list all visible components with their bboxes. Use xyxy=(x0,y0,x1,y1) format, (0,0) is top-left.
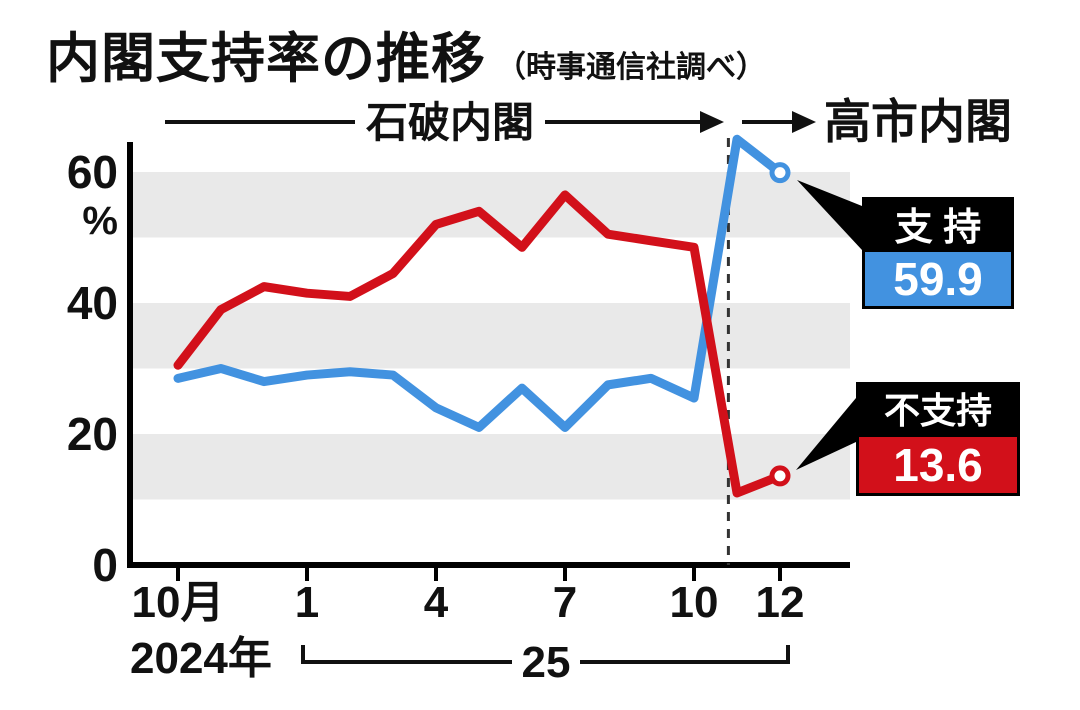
approval-pointer xyxy=(797,180,862,250)
grid-band xyxy=(130,303,850,369)
era-right-label: 高市内閣 xyxy=(824,95,1012,148)
year-25-label: 25 xyxy=(522,638,571,687)
year-2024-label: 2024年 xyxy=(130,634,272,683)
approval-legend-label: 支 持 xyxy=(894,206,982,249)
x-tick-label: 7 xyxy=(553,578,577,627)
disapproval-value: 13.6 xyxy=(893,439,983,491)
era-left-label: 石破内閣 xyxy=(366,99,534,146)
chart-title: 内閣支持率の推移 xyxy=(46,29,486,89)
era-annotation: 石破内閣 高市内閣 xyxy=(165,95,1012,148)
x-tick-label: 4 xyxy=(424,578,449,627)
title-row: 内閣支持率の推移 （時事通信社調べ） xyxy=(46,14,766,93)
x-tick-label: 10 xyxy=(670,578,719,627)
grid-band xyxy=(130,172,850,238)
x-tick-label: 12 xyxy=(756,578,805,627)
disapproval-value-box: 13.6 xyxy=(856,434,1020,496)
approval-value-box: 59.9 xyxy=(862,249,1014,309)
series-line-支持 xyxy=(173,134,785,432)
disapproval-legend-box: 不支持 xyxy=(856,382,1020,434)
approval-value: 59.9 xyxy=(893,253,983,305)
series-line-不支持 xyxy=(173,190,785,498)
era-left-arrowhead-icon xyxy=(700,111,724,133)
y-tick-label: 40 xyxy=(67,277,118,329)
y-tick-label: 0 xyxy=(92,539,118,591)
series-endpoint-支持 xyxy=(769,162,791,184)
disapproval-pointer xyxy=(796,398,856,470)
y-tick-label: 60 xyxy=(67,146,118,198)
disapproval-legend-label: 不支持 xyxy=(883,390,992,431)
approval-legend-box: 支 持 xyxy=(862,197,1014,249)
era-right-arrowhead-icon xyxy=(792,111,816,133)
y-axis-unit-label: % xyxy=(82,199,118,243)
x-axis-year-bracket: 2024年 25 xyxy=(130,634,790,687)
y-tick-label: 20 xyxy=(67,408,118,460)
x-tick-label: 10月 xyxy=(132,578,225,627)
chart-subtitle: （時事通信社調べ） xyxy=(496,51,766,84)
x-tick-label: 1 xyxy=(295,578,319,627)
series-endpoint-不支持 xyxy=(769,465,791,487)
